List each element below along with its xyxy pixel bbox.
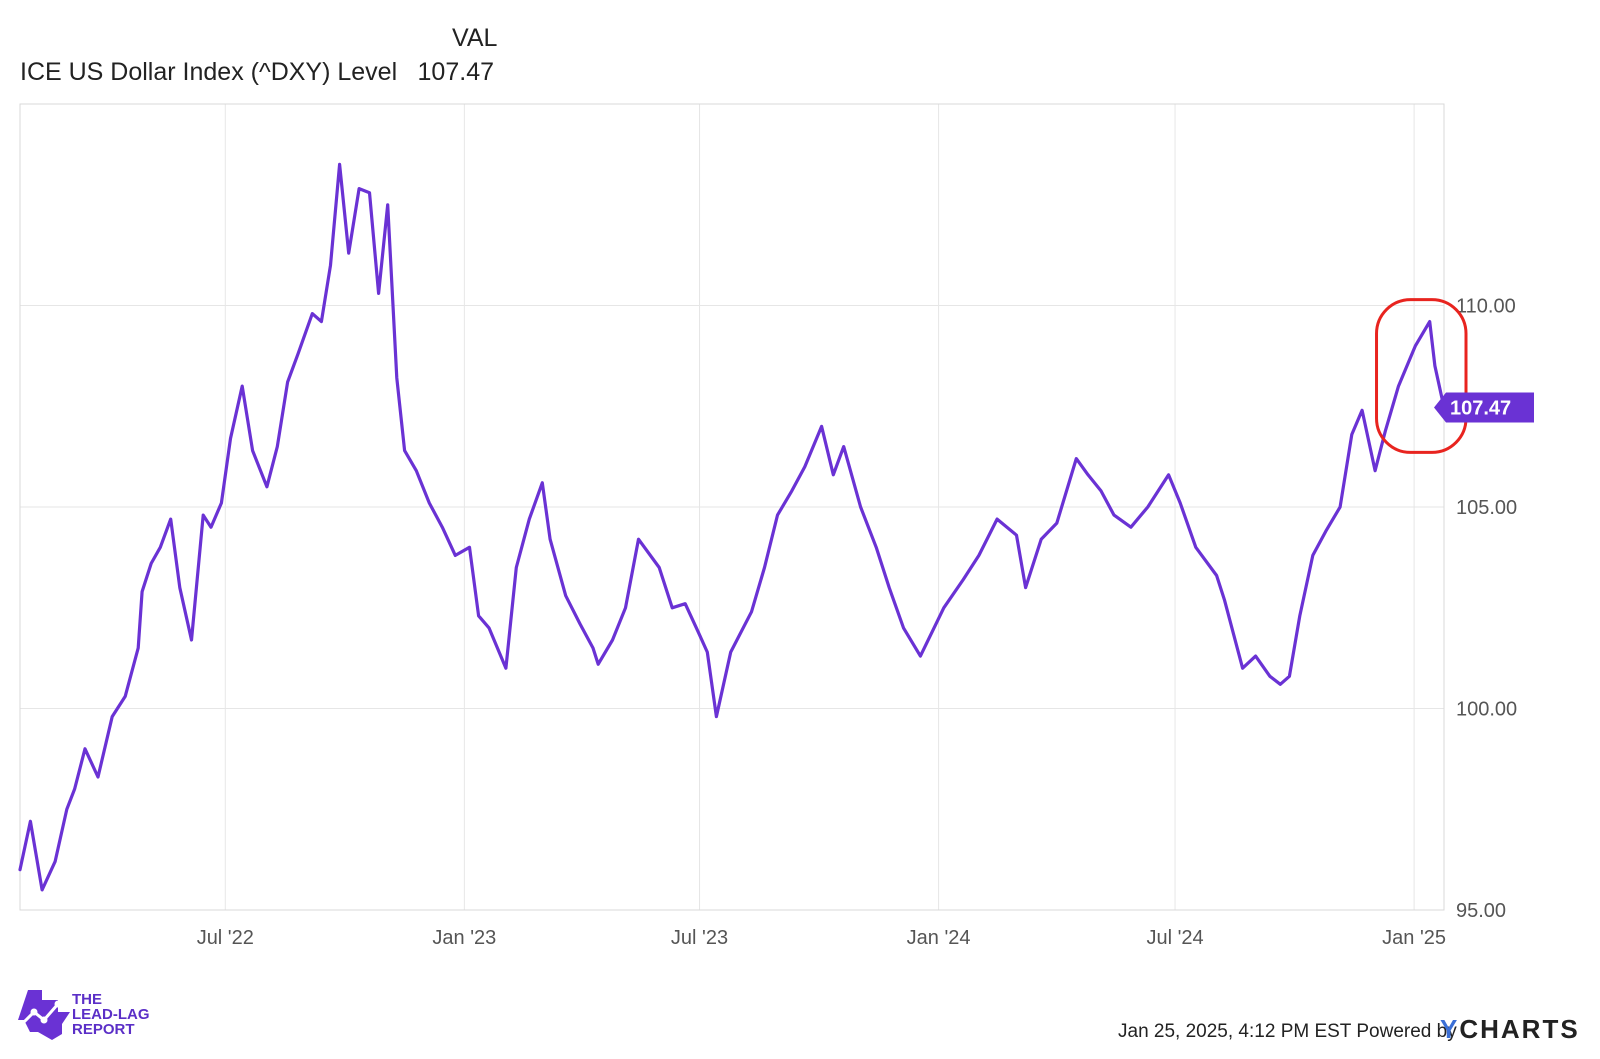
- y-tick-label: 100.00: [1456, 699, 1517, 721]
- footer-timestamp: Jan 25, 2025, 4:12 PM EST Powered by: [1118, 1021, 1457, 1042]
- x-tick-label: Jul '23: [671, 927, 728, 949]
- x-tick-label: Jul '24: [1146, 927, 1203, 949]
- highlight-circle: [1375, 298, 1468, 454]
- brand-line-2: LEAD-LAG: [72, 1006, 150, 1023]
- legend-series-value: 107.47: [417, 58, 494, 86]
- ycharts-logo-rest: CHARTS: [1459, 1014, 1580, 1044]
- series-line-dxy: [18, 162, 1446, 892]
- ycharts-logo[interactable]: YCHARTS: [1440, 1014, 1580, 1045]
- x-tick-label: Jan '25: [1382, 927, 1446, 949]
- x-tick-label: Jul '22: [197, 927, 254, 949]
- axis-layer: 95.00 100.00 105.00 110.00 Jul '22 Jan '23 Jul…: [197, 296, 1517, 950]
- plot-frame: [19, 103, 1445, 911]
- legend-column-header: VAL: [452, 24, 498, 52]
- grid-layer: [20, 104, 1444, 911]
- x-tick-label: Jan '23: [432, 927, 496, 949]
- x-tick-label: Jan '24: [907, 927, 971, 949]
- last-value-label: 107.47: [1450, 397, 1511, 419]
- highlight-layer: [1375, 298, 1468, 454]
- lead-lag-logo-text: THE LEAD-LAG REPORT: [72, 992, 150, 1037]
- last-value-flag: 107.47: [1434, 392, 1534, 423]
- brand-line-1: THE: [72, 991, 102, 1008]
- ycharts-logo-y: Y: [1440, 1014, 1460, 1044]
- brand-line-3: REPORT: [72, 1021, 135, 1038]
- y-tick-label: 105.00: [1456, 497, 1517, 519]
- y-tick-label: 95.00: [1456, 900, 1506, 922]
- lead-lag-logo-icon: [18, 990, 70, 1040]
- y-tick-label: 110.00: [1456, 296, 1516, 318]
- last-value-flag-shape: [1434, 392, 1534, 423]
- legend-series-name: ICE US Dollar Index (^DXY) Level: [20, 58, 398, 86]
